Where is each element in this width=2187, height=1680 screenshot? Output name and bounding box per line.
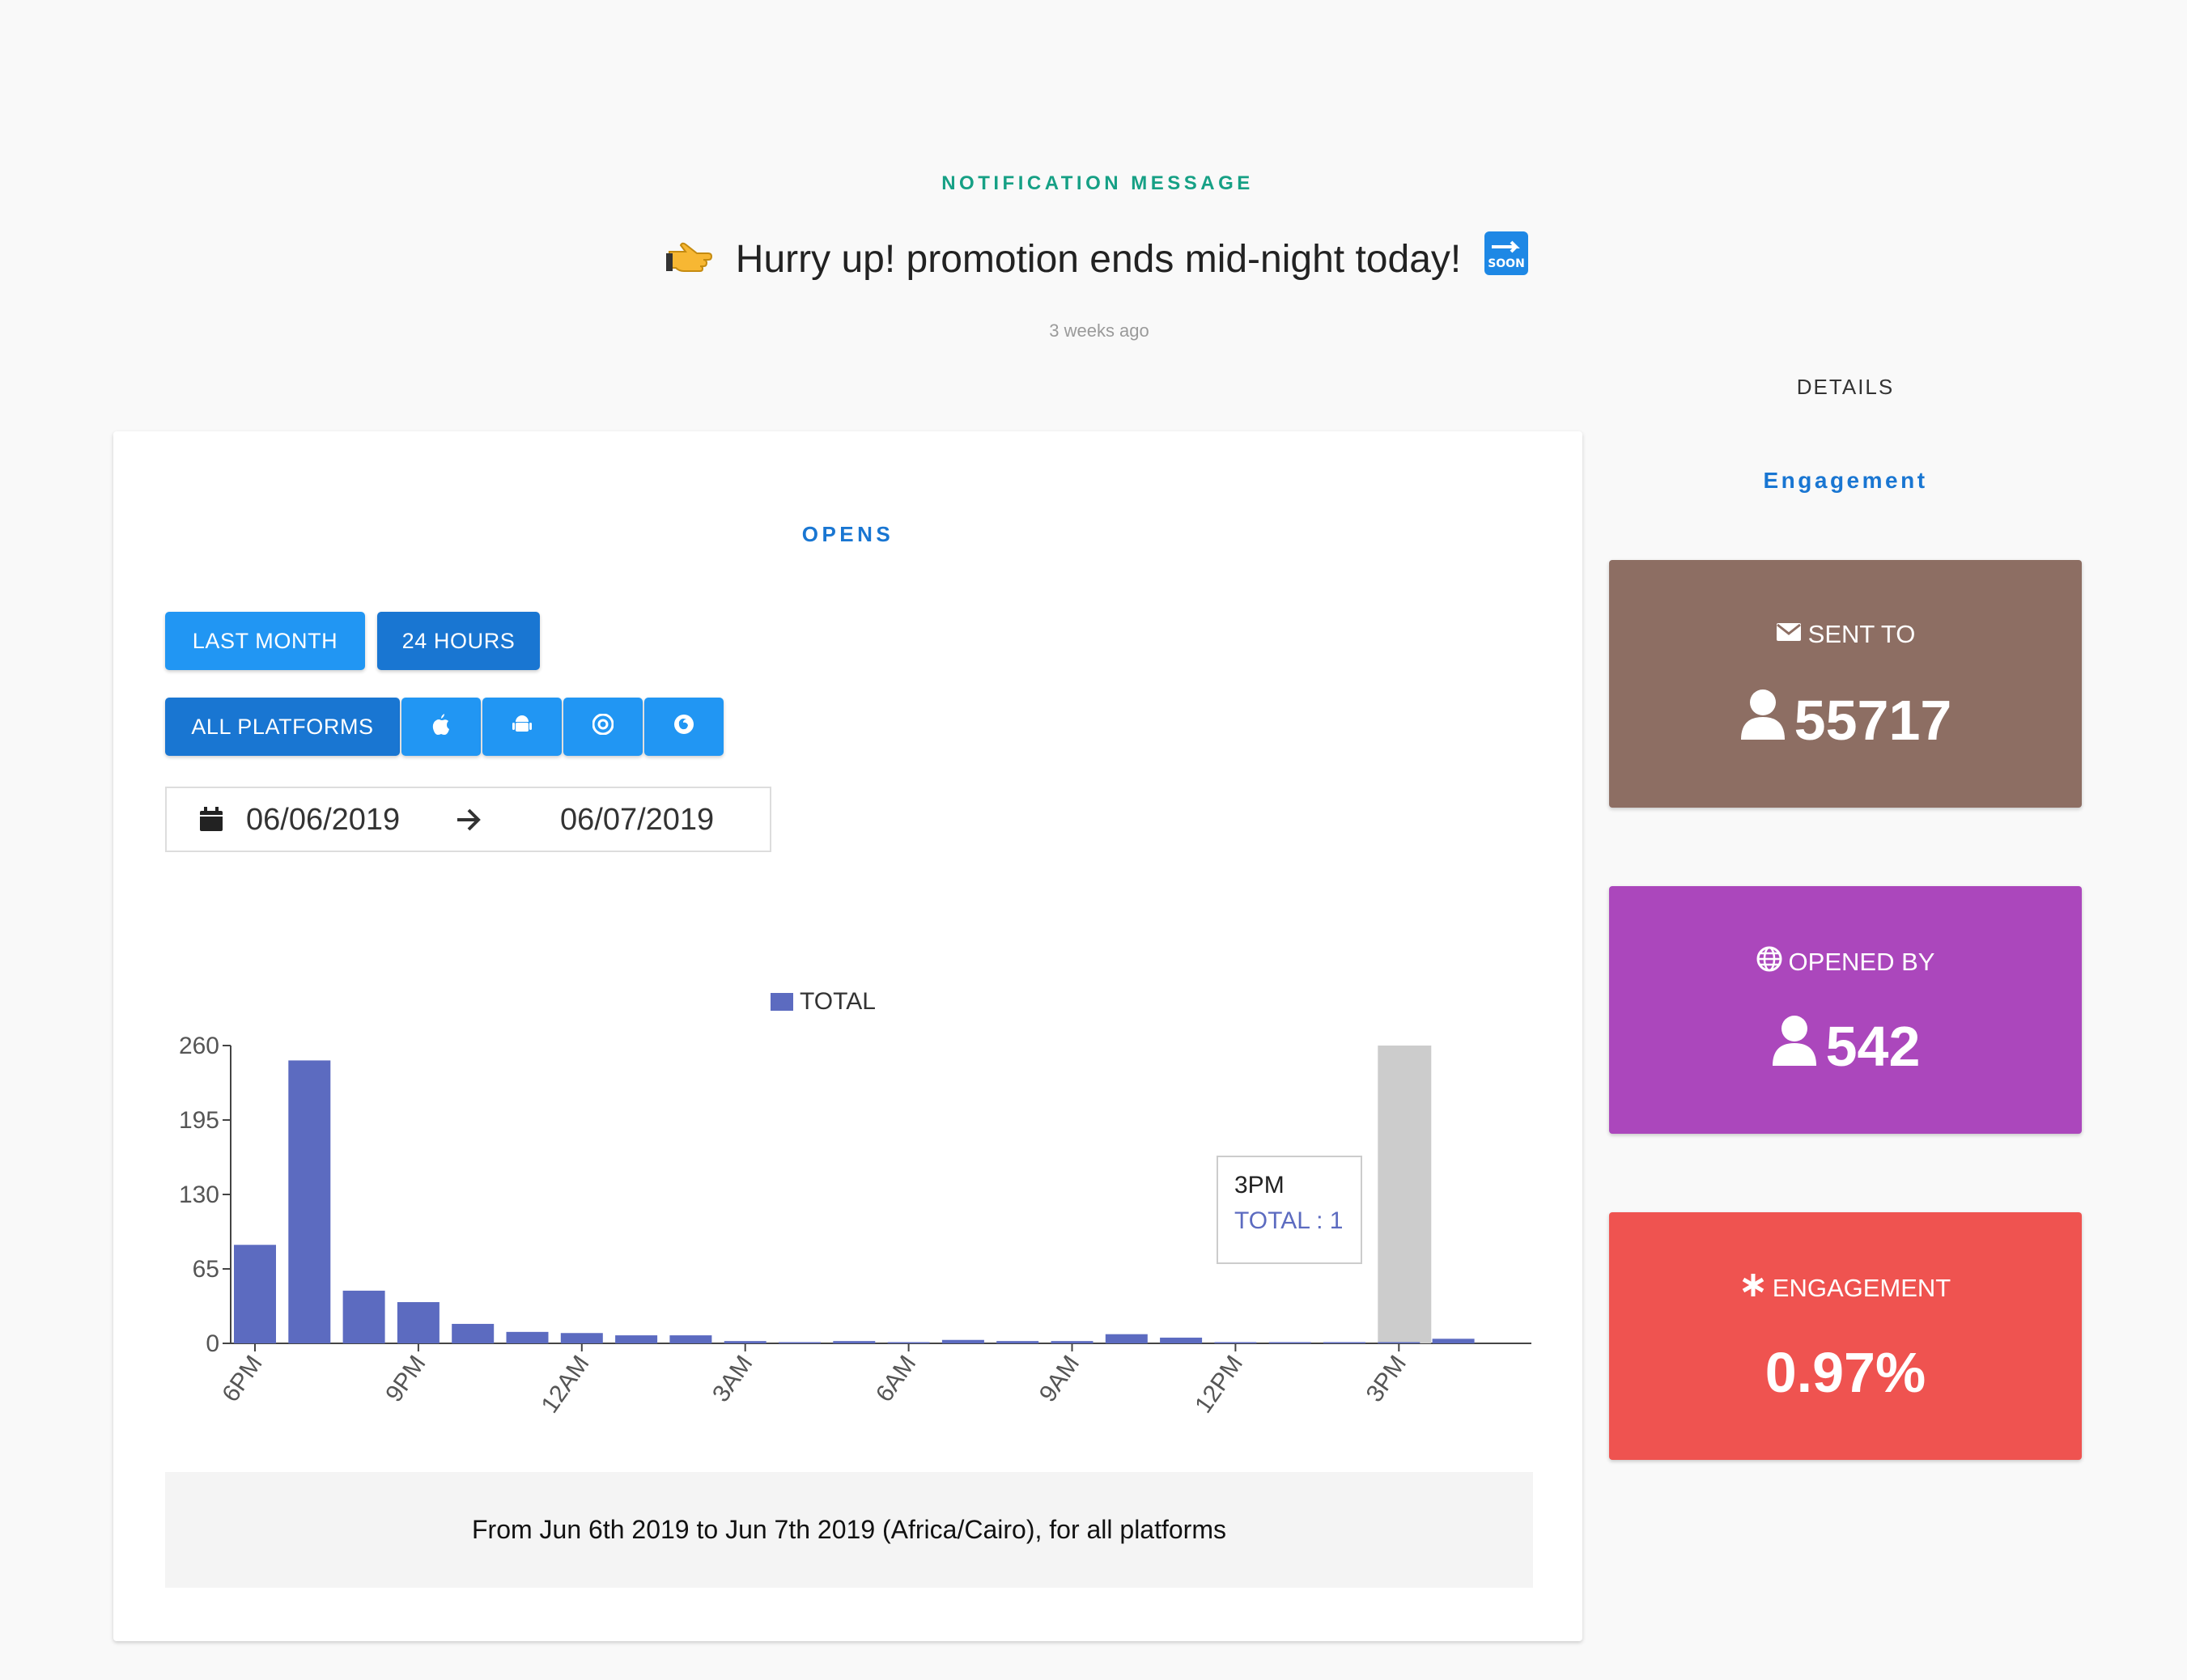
notification-message: Hurry up! promotion ends mid-night today…: [0, 231, 2187, 293]
x-tick-label: 6PM: [217, 1351, 267, 1406]
opens-title: OPENS: [801, 522, 894, 546]
bar: [779, 1342, 821, 1343]
android-icon: [512, 714, 532, 740]
date-range-picker[interactable]: 06/06/2019 06/07/2019: [165, 787, 771, 852]
24-hours-button[interactable]: 24 HOURS: [377, 612, 540, 670]
bar: [506, 1331, 549, 1343]
sent-to-value: 55717: [1794, 689, 1952, 752]
arrow-right-icon: [456, 808, 482, 836]
chart-tooltip: 3PM TOTAL : 1: [1217, 1156, 1362, 1264]
asterisk-icon: [1740, 1272, 1766, 1305]
bar: [1378, 1342, 1420, 1343]
chart-footer: From Jun 6th 2019 to Jun 7th 2019 (Afric…: [165, 1472, 1533, 1588]
x-tick-label: 12AM: [537, 1351, 595, 1418]
bar: [452, 1323, 495, 1343]
bar-highlight: [1378, 1046, 1432, 1343]
globe-icon: [1756, 946, 1782, 978]
x-tick-label: 3PM: [1361, 1351, 1412, 1406]
user-icon: [1739, 688, 1786, 753]
message-text: Hurry up! promotion ends mid-night today…: [735, 238, 1462, 282]
bar: [234, 1245, 276, 1343]
bar: [560, 1333, 603, 1343]
time-ago: 3 weeks ago: [1049, 320, 1149, 341]
bar: [1323, 1342, 1365, 1343]
opened-by-value: 542: [1825, 1015, 1921, 1078]
x-tick-label: 9AM: [1034, 1351, 1085, 1406]
bar: [724, 1341, 767, 1343]
x-tick-label: 12PM: [1190, 1351, 1248, 1418]
opens-card: OPENS LAST MONTH 24 HOURS ALL PLATFORMS …: [113, 431, 1582, 1641]
sent-to-label: SENT TO: [1807, 620, 1916, 648]
y-tick-label: 195: [179, 1107, 219, 1134]
tab-engagement[interactable]: Engagement: [1763, 468, 1928, 493]
svg-text:SOON: SOON: [1488, 257, 1525, 270]
tooltip-value: TOTAL : 1: [1234, 1207, 1344, 1234]
bar: [397, 1302, 440, 1343]
bar: [833, 1341, 876, 1343]
apple-icon: [432, 713, 450, 740]
all-platforms-button[interactable]: ALL PLATFORMS: [165, 698, 400, 756]
y-tick-label: 130: [179, 1182, 219, 1208]
firefox-icon: [673, 714, 694, 740]
y-tick-label: 65: [193, 1256, 219, 1283]
bar: [1160, 1337, 1203, 1343]
notification-kicker: NOTIFICATION MESSAGE: [941, 172, 1254, 194]
details-heading: DETAILS: [1796, 375, 1895, 399]
x-tick-label: 6AM: [871, 1351, 921, 1406]
chrome-icon: [592, 713, 614, 740]
calendar-icon: [199, 806, 223, 836]
date-from-field[interactable]: 06/06/2019: [246, 803, 401, 837]
x-tick-label: 3AM: [707, 1351, 758, 1406]
opened-by-card: OPENED BY 542: [1609, 886, 2082, 1134]
bar: [887, 1342, 930, 1343]
envelope-icon: [1776, 620, 1802, 649]
legend-swatch: [771, 993, 793, 1011]
user-icon: [1771, 1014, 1818, 1079]
y-tick-label: 260: [179, 1033, 219, 1059]
android-platform-button[interactable]: [482, 698, 562, 756]
legend-label: TOTAL: [800, 988, 876, 1015]
bar: [1051, 1341, 1094, 1343]
chrome-platform-button[interactable]: [563, 698, 643, 756]
bar: [288, 1060, 331, 1343]
date-to-field[interactable]: 06/07/2019: [560, 803, 715, 837]
y-tick-label: 0: [206, 1330, 219, 1357]
engagement-label: ENGAGEMENT: [1772, 1274, 1951, 1302]
engagement-card: ENGAGEMENT 0.97%: [1609, 1212, 2082, 1460]
sent-to-card: SENT TO 55717: [1609, 560, 2082, 808]
opened-by-label: OPENED BY: [1788, 948, 1935, 976]
bar: [941, 1339, 984, 1343]
engagement-value: 0.97%: [1764, 1341, 1926, 1404]
bar: [669, 1335, 712, 1343]
pointing-hand-icon: [666, 233, 713, 291]
bar: [1432, 1338, 1475, 1343]
bar: [996, 1341, 1039, 1343]
ios-platform-button[interactable]: [401, 698, 481, 756]
firefox-platform-button[interactable]: [644, 698, 724, 756]
bar: [1268, 1342, 1311, 1343]
bar: [1105, 1334, 1148, 1343]
x-tick-label: 9PM: [380, 1351, 431, 1406]
last-month-button[interactable]: LAST MONTH: [165, 612, 365, 670]
soon-arrow-icon: SOON: [1484, 231, 1529, 293]
bar: [342, 1290, 385, 1343]
bar: [615, 1335, 658, 1343]
opens-bar-chart: 0 65 130 195 260 6PM 9PM 12AM 3AM 6AM 9AM 12PM 3PM: [179, 1033, 1531, 1418]
bar: [1214, 1342, 1257, 1343]
chart-legend[interactable]: TOTAL: [771, 988, 876, 1016]
tooltip-title: 3PM: [1234, 1172, 1285, 1198]
